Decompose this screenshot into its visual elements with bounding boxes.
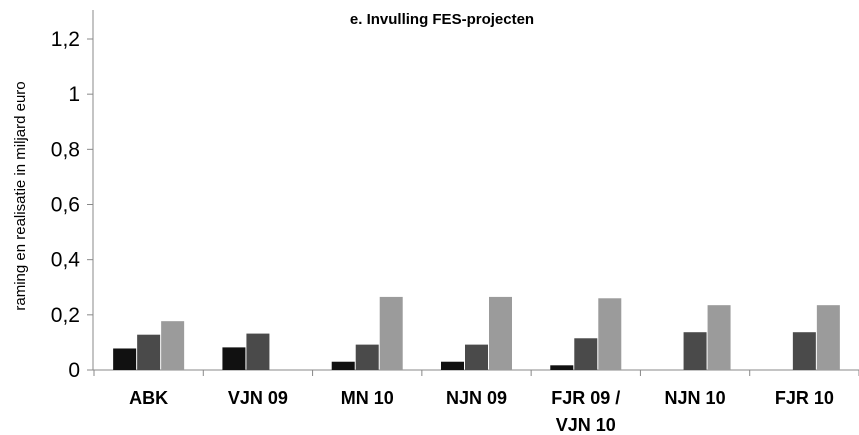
y-tick-label: 0,6 — [51, 194, 80, 217]
x-tick-label: NJN 10 — [665, 388, 726, 408]
y-tick-label: 0,8 — [51, 138, 80, 161]
y-tick-label: 1 — [68, 83, 80, 106]
y-axis-label: raming en realisatie in miljard euro — [12, 81, 29, 310]
bar — [379, 296, 403, 370]
plot-area: 0 0,2 0,4 0,6 0,8 1 1,2 ABK VJN 09 MN 10 NJN 09 FJR… — [51, 10, 859, 435]
y-tick-label: 0,4 — [51, 249, 81, 272]
bar — [331, 361, 355, 370]
bar — [465, 344, 488, 370]
bar — [113, 348, 137, 370]
x-tick-label: NJN 09 — [446, 388, 507, 408]
y-tick-label: 0 — [68, 359, 80, 382]
bar — [441, 361, 464, 370]
chart-title: e. Invulling FES-projecten — [350, 11, 534, 28]
bar — [550, 365, 574, 370]
bar — [598, 298, 622, 370]
bar — [707, 305, 731, 370]
y-tick-label: 1,2 — [51, 28, 80, 51]
bar — [489, 296, 512, 370]
bar — [246, 333, 270, 370]
bar — [574, 338, 598, 370]
y-tick-label: 0,2 — [51, 304, 80, 327]
x-tick-label: FJR 10 — [775, 388, 834, 408]
bar — [355, 344, 379, 370]
x-tick-label: VJN 10 — [556, 415, 616, 435]
bar — [161, 321, 185, 370]
bar — [816, 305, 840, 370]
bar — [792, 332, 816, 370]
x-tick-label: FJR 09 / — [551, 388, 620, 408]
bar — [222, 347, 246, 370]
bar — [137, 334, 161, 370]
x-tick-label: ABK — [129, 388, 168, 408]
x-tick-label: MN 10 — [341, 388, 394, 408]
bar — [683, 332, 707, 370]
x-tick-label: VJN 09 — [228, 388, 288, 408]
